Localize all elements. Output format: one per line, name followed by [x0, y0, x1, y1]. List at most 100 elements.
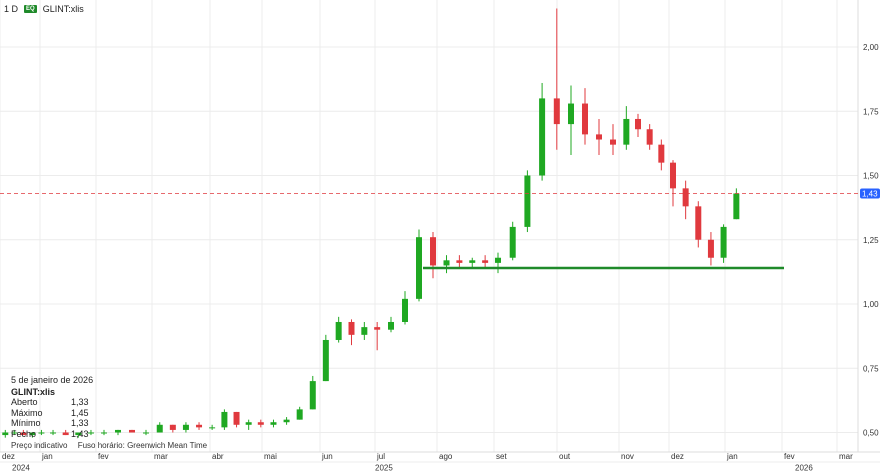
- candle-body: [388, 321, 394, 330]
- y-tick-label: 1,25: [863, 236, 879, 245]
- last-price-label: 1,43: [862, 189, 878, 198]
- candle-body: [156, 424, 163, 433]
- interval-label[interactable]: 1 D: [4, 4, 19, 14]
- candle-body: [101, 432, 107, 434]
- legend-symbol: GLINT:xlis: [11, 386, 56, 397]
- x-tick-label: jan: [41, 452, 53, 461]
- candle-body: [50, 432, 57, 434]
- candle-body: [257, 422, 264, 425]
- candle-body: [733, 193, 740, 220]
- y-tick-label: 0,75: [863, 364, 879, 373]
- candle-body: [182, 424, 189, 430]
- candle-body: [374, 327, 381, 330]
- candle-body: [169, 424, 176, 430]
- y-tick-label: 0,50: [863, 429, 879, 438]
- candle-body: [539, 98, 546, 176]
- y-tick-label: 1,50: [863, 172, 879, 181]
- candle-body: [623, 118, 630, 145]
- x-tick-label: jul: [376, 452, 385, 461]
- x-tick-label: out: [559, 452, 571, 461]
- price-type: Preço indicativo: [11, 441, 68, 450]
- candle-body: [309, 381, 316, 410]
- candle-body: [482, 260, 489, 263]
- x-tick-label: fev: [98, 452, 109, 461]
- candle-body: [143, 432, 149, 434]
- candle-body: [348, 321, 355, 335]
- chart-header: 1 D EQ GLINT:xlis: [4, 4, 84, 14]
- candle-body: [196, 424, 203, 428]
- candle-body: [115, 429, 121, 433]
- candle-body: [29, 432, 36, 436]
- year-label: 2026: [795, 464, 813, 472]
- candle-body: [635, 118, 641, 130]
- timezone: Fuso horário: Greenwich Mean Time: [77, 441, 208, 450]
- candle-body: [720, 226, 727, 258]
- candle-body: [495, 257, 501, 263]
- candle-body: [402, 298, 408, 322]
- legend-low: Mínimo 1,33: [11, 418, 89, 428]
- symbol-label[interactable]: GLINT:xlis: [42, 4, 84, 14]
- candle-body: [509, 226, 516, 258]
- candle-body: [270, 422, 277, 425]
- last-price-badge: [860, 188, 880, 199]
- candle-body: [283, 419, 290, 423]
- candle-body: [221, 411, 228, 428]
- candle-body: [11, 432, 18, 434]
- x-tick-label: fev: [784, 452, 795, 461]
- y-tick-label: 1,75: [863, 107, 879, 116]
- x-tick-label: nov: [621, 452, 634, 461]
- ohlc-legend: 5 de janeiro de 2026 GLINT:xlis Aberto 1,…: [11, 375, 93, 439]
- candle-body: [209, 427, 216, 429]
- candle-body: [610, 139, 616, 145]
- x-tick-label: dez: [671, 452, 684, 461]
- legend-date: 5 de janeiro de 2026: [11, 375, 94, 385]
- candle-body: [416, 237, 422, 299]
- legend-high: Máximo 1,45: [11, 407, 89, 418]
- x-tick-label: abr: [212, 452, 224, 461]
- candle-body: [335, 321, 342, 340]
- candle-body: [670, 162, 676, 189]
- candle-body: [322, 339, 329, 382]
- x-tick-label: mai: [264, 452, 277, 461]
- candle-body: [553, 98, 560, 125]
- candle-body: [646, 129, 653, 145]
- x-tick-label: jun: [321, 452, 333, 461]
- legend-close: Fecho 1,43: [11, 428, 89, 439]
- candle-body: [582, 103, 588, 135]
- candle-body: [38, 432, 45, 434]
- candle-body: [682, 188, 689, 207]
- x-tick-label: dez: [2, 452, 15, 461]
- x-tick-label: ago: [439, 452, 453, 461]
- year-label: 2025: [375, 464, 393, 472]
- candle-body: [129, 429, 135, 433]
- equity-badge: EQ: [24, 5, 37, 13]
- candle-body: [443, 260, 450, 266]
- candle-body: [233, 411, 240, 425]
- candle-body: [568, 103, 574, 125]
- y-tick-label: 1,00: [863, 300, 879, 309]
- candle-body: [658, 144, 665, 163]
- candle-body: [707, 239, 714, 258]
- x-tick-label: mar: [839, 452, 853, 461]
- candle-body: [524, 175, 531, 227]
- y-tick-label: 2,00: [863, 43, 879, 52]
- legend-open: Aberto 1,33: [11, 397, 89, 407]
- candle-body: [596, 134, 602, 140]
- x-tick-label: mar: [154, 452, 168, 461]
- candle-body: [62, 432, 69, 436]
- candle-body: [695, 206, 702, 240]
- candle-body: [361, 327, 368, 335]
- candle-body: [20, 432, 27, 436]
- chart-footer: Preço indicativo Fuso horário: Greenwich…: [11, 441, 215, 450]
- candle-body: [245, 422, 252, 425]
- candle-body: [430, 237, 436, 266]
- candle-body: [2, 432, 9, 436]
- candle-body: [75, 432, 82, 436]
- candle-body: [296, 409, 303, 420]
- x-tick-label: jan: [726, 452, 738, 461]
- candle-body: [469, 260, 476, 263]
- candle-body: [87, 432, 94, 434]
- year-label: 2024: [12, 464, 30, 472]
- candle-body: [456, 260, 463, 263]
